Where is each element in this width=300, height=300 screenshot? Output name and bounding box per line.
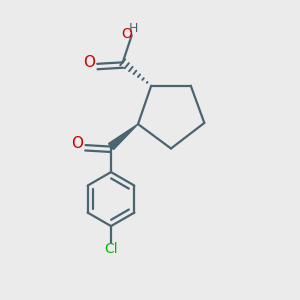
Text: O: O (83, 55, 95, 70)
Polygon shape (109, 124, 138, 150)
Text: O: O (121, 27, 132, 41)
Text: Cl: Cl (104, 242, 118, 256)
Text: H: H (128, 22, 138, 35)
Text: O: O (71, 136, 83, 151)
